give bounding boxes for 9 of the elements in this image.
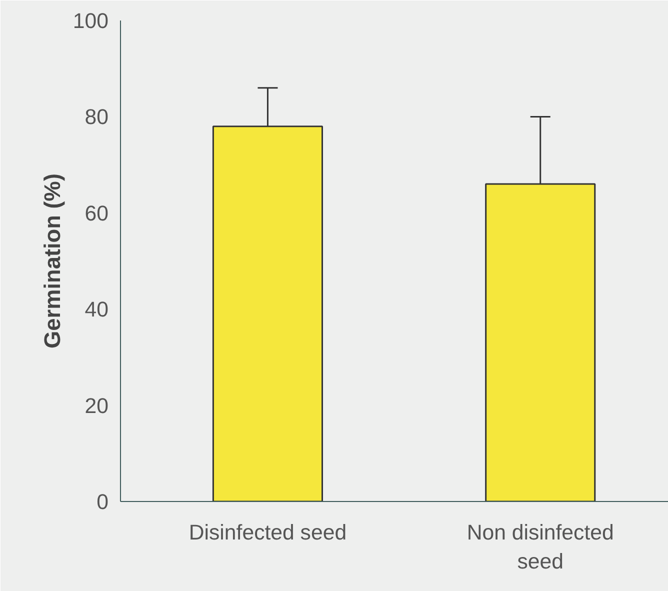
y-tick-label: 80	[84, 105, 109, 130]
y-tick-label: 20	[84, 394, 109, 418]
y-tick-label: 40	[84, 298, 109, 322]
y-tick-label: 100	[72, 9, 109, 33]
x-tick-label: Non disinfected seed	[466, 520, 614, 574]
x-tick-label: Disinfected seed	[188, 520, 347, 544]
y-tick-label: 0	[96, 490, 109, 514]
y-tick-label: 60	[84, 201, 109, 226]
y-axis-title: Germination (%)	[38, 174, 65, 348]
